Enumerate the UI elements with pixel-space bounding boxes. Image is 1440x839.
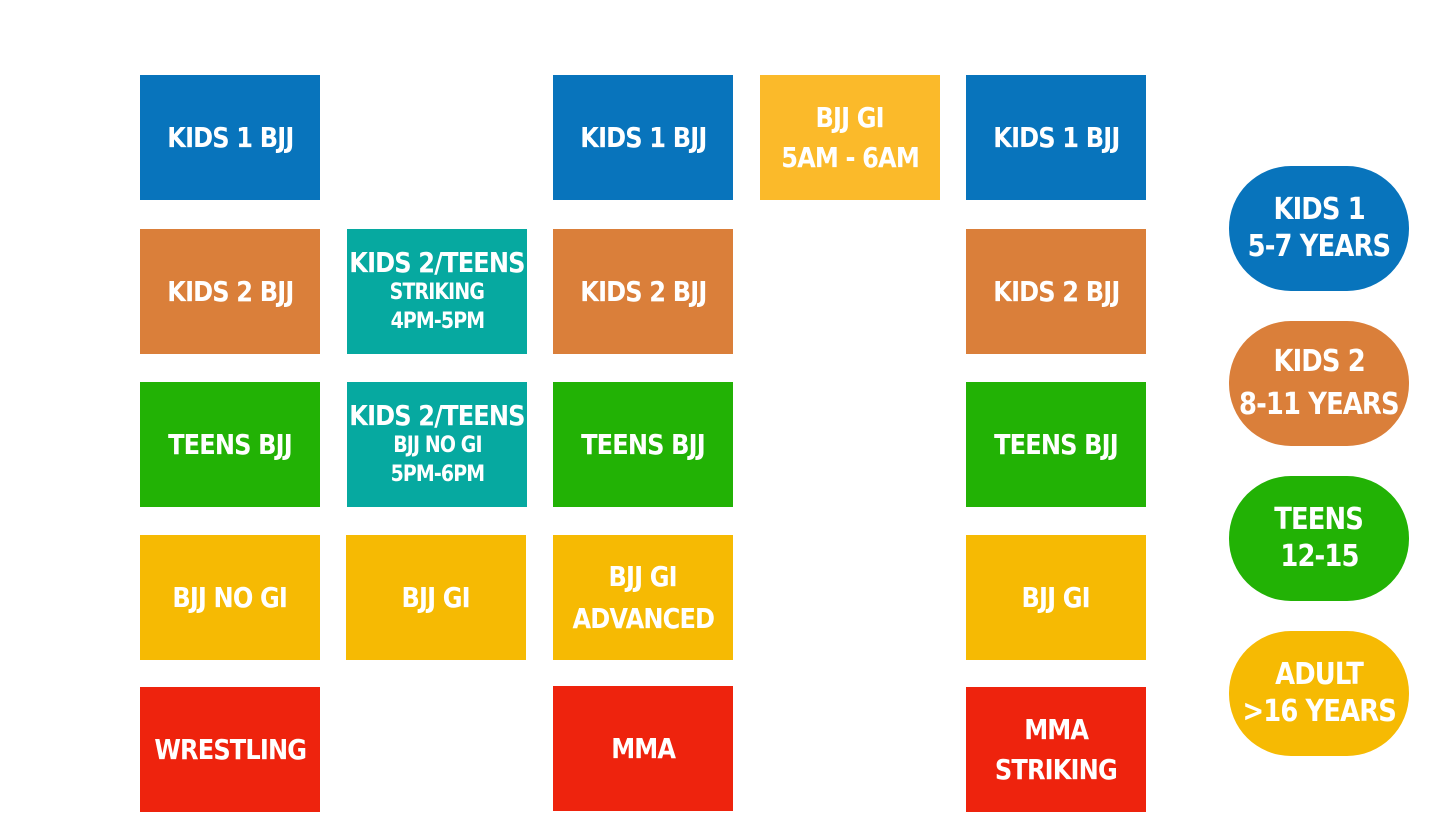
legend-ages: >16 YEARS: [1242, 693, 1396, 729]
legend-pill-kids1: KIDS 1 5-7 YEARS: [1229, 166, 1409, 291]
class-time: 5PM-6PM: [390, 462, 484, 488]
class-block-col3-kids1: KIDS 1 BJJ: [553, 75, 733, 200]
class-label: BJJ GI: [401, 580, 471, 614]
legend-label: ADULT: [1275, 656, 1364, 692]
class-block-col5-combat: MMA STRIKING: [966, 687, 1146, 812]
class-label: WRESTLING: [154, 732, 307, 766]
class-label: TEENS BJJ: [168, 427, 293, 461]
legend-label: KIDS 1: [1273, 191, 1365, 227]
class-block-col2-striking: KIDS 2/TEENS STRIKING 4PM-5PM: [347, 229, 527, 354]
class-label: KIDS 2 BJJ: [992, 274, 1120, 308]
class-block-col3-adult: BJJ GI ADVANCED: [553, 535, 733, 660]
class-block-col5-teens: TEENS BJJ: [966, 382, 1146, 507]
class-title: KIDS 2/TEENS: [349, 246, 525, 280]
class-block-col2-nogi: KIDS 2/TEENS BJJ NO GI 5PM-6PM: [347, 382, 527, 507]
class-block-col3-teens: TEENS BJJ: [553, 382, 733, 507]
class-block-col1-teens: TEENS BJJ: [140, 382, 320, 507]
legend-pill-adult: ADULT >16 YEARS: [1229, 631, 1409, 756]
class-label: KIDS 2 BJJ: [579, 274, 707, 308]
class-block-col1-kids1: KIDS 1 BJJ: [140, 75, 320, 200]
class-block-col5-adult: BJJ GI: [966, 535, 1146, 660]
class-block-col5-kids1: KIDS 1 BJJ: [966, 75, 1146, 200]
class-label-line1: BJJ GI: [815, 101, 885, 135]
class-label-line2: STRIKING: [995, 752, 1118, 786]
class-block-col4-morning: BJJ GI 5AM - 6AM: [760, 75, 940, 200]
class-label: BJJ GI: [1021, 580, 1091, 614]
class-label-line1: MMA: [1024, 713, 1089, 747]
class-label-line1: BJJ GI: [608, 560, 678, 594]
class-subtitle: BJJ NO GI: [392, 433, 482, 459]
class-label-line2: ADVANCED: [572, 601, 715, 635]
class-subtitle: STRIKING: [389, 280, 485, 306]
class-title: KIDS 2/TEENS: [349, 399, 525, 433]
class-label: TEENS BJJ: [581, 427, 706, 461]
class-time: 5AM - 6AM: [781, 140, 920, 174]
class-label: KIDS 1 BJJ: [992, 120, 1120, 154]
class-block-col5-kids2: KIDS 2 BJJ: [966, 229, 1146, 354]
class-label: KIDS 1 BJJ: [579, 120, 707, 154]
class-block-col1-adult: BJJ NO GI: [140, 535, 320, 660]
legend-ages: 12-15: [1279, 538, 1359, 574]
class-block-col2-adult: BJJ GI: [346, 535, 526, 660]
class-label: TEENS BJJ: [994, 427, 1119, 461]
legend-pill-teens: TEENS 12-15: [1229, 476, 1409, 601]
legend-label: TEENS: [1274, 501, 1365, 537]
class-block-col3-combat: MMA: [553, 686, 733, 811]
class-block-col3-kids2: KIDS 2 BJJ: [553, 229, 733, 354]
legend-ages: 5-7 YEARS: [1247, 228, 1391, 264]
class-label: MMA: [611, 731, 676, 765]
legend-ages: 8-11 YEARS: [1239, 386, 1400, 422]
legend-label: KIDS 2: [1273, 343, 1365, 379]
class-label: BJJ NO GI: [172, 580, 289, 614]
class-label: KIDS 1 BJJ: [166, 120, 294, 154]
legend-pill-kids2: KIDS 2 8-11 YEARS: [1229, 321, 1409, 446]
class-label: KIDS 2 BJJ: [166, 274, 294, 308]
class-block-col1-combat: WRESTLING: [140, 687, 320, 812]
class-time: 4PM-5PM: [390, 309, 484, 335]
class-block-col1-kids2: KIDS 2 BJJ: [140, 229, 320, 354]
